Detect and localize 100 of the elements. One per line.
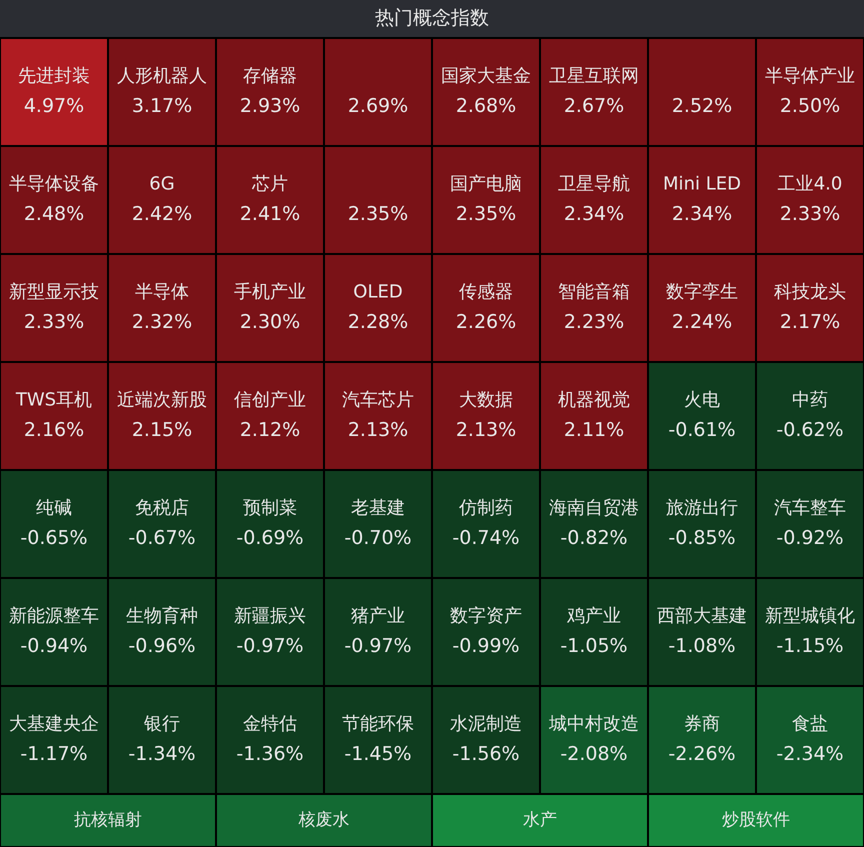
data-label: -0.97% <box>344 634 412 657</box>
data-label: -0.85% <box>668 526 736 549</box>
data-label: -1.36% <box>236 742 304 765</box>
category-label: 6G <box>149 174 175 195</box>
category-label: 节能环保 <box>342 714 414 735</box>
data-label: -0.65% <box>20 526 88 549</box>
data-label: 2.93% <box>240 94 300 117</box>
data-label: 2.34% <box>564 202 624 225</box>
category-label: 炒股软件 <box>722 810 790 830</box>
data-label: 2.68% <box>456 94 516 117</box>
category-label: 仿制药 <box>458 498 513 519</box>
data-label: -1.56% <box>452 742 520 765</box>
data-label: -1.17% <box>20 742 88 765</box>
data-label: 2.23% <box>564 310 624 333</box>
category-label: 近端次新股 <box>117 390 207 411</box>
category-label: 汽车芯片 <box>342 390 414 411</box>
data-label: -0.92% <box>776 526 844 549</box>
data-label: 2.35% <box>456 202 516 225</box>
data-label: 2.28% <box>348 310 408 333</box>
category-label: 生物育种 <box>126 606 198 627</box>
data-label: 2.11% <box>564 418 624 441</box>
category-label: 城中村改造 <box>548 714 639 735</box>
data-label: 2.32% <box>132 310 192 333</box>
category-label: 数字资产 <box>450 606 522 627</box>
category-label: 人形机器人 <box>117 66 207 87</box>
category-label: 火电 <box>684 390 720 411</box>
category-label: 中药 <box>792 390 828 411</box>
category-label: 数字孪生 <box>666 282 738 303</box>
category-label: 工业4.0 <box>778 174 842 195</box>
data-label: -0.62% <box>776 418 844 441</box>
data-label: -0.97% <box>236 634 304 657</box>
category-label: 大数据 <box>459 390 513 411</box>
data-label: 2.16% <box>24 418 84 441</box>
category-label: 券商 <box>684 714 720 735</box>
category-label: 预制菜 <box>243 498 297 519</box>
data-label: 2.12% <box>240 418 300 441</box>
category-label: 水泥制造 <box>450 714 522 735</box>
data-label: -0.67% <box>128 526 196 549</box>
category-label: 半导体设备 <box>9 174 99 195</box>
category-label: 芯片 <box>251 174 288 195</box>
category-label: 信创产业 <box>234 390 306 411</box>
data-label: -0.82% <box>560 526 628 549</box>
data-label: 2.50% <box>780 94 840 117</box>
data-label: 2.13% <box>456 418 516 441</box>
category-label: 卫星导航 <box>558 174 630 195</box>
category-label: OLED <box>353 282 403 303</box>
data-label: -1.05% <box>560 634 628 657</box>
data-label: 4.97% <box>24 94 84 117</box>
category-label: 新疆振兴 <box>234 606 306 627</box>
category-label: 新型显示技 <box>9 282 99 303</box>
data-label: 3.17% <box>132 94 192 117</box>
data-label: -1.08% <box>668 634 736 657</box>
category-label: 传感器 <box>459 282 513 303</box>
data-label: 2.48% <box>24 202 84 225</box>
data-label: 2.34% <box>672 202 732 225</box>
category-label: 抗核辐射 <box>74 810 142 830</box>
category-label: 大基建央企 <box>9 714 99 735</box>
category-label: Mini LED <box>663 174 741 195</box>
category-label: 免税店 <box>135 498 189 519</box>
data-label: 2.67% <box>564 94 624 117</box>
category-label: 半导体产业 <box>765 66 855 87</box>
text: 热门概念指数 <box>375 6 489 29</box>
category-label: 卫星互联网 <box>549 66 639 87</box>
data-label: 2.42% <box>132 202 192 225</box>
category-label: 金特估 <box>243 714 297 735</box>
category-label: 智能音箱 <box>558 282 630 303</box>
category-label: 西部大基建 <box>657 606 747 627</box>
data-label: -0.69% <box>236 526 304 549</box>
category-label: 机器视觉 <box>558 390 630 411</box>
category-label: TWS耳机 <box>14 390 92 411</box>
data-label: -1.34% <box>128 742 196 765</box>
data-label: 2.69% <box>348 94 408 117</box>
data-label: 2.33% <box>780 202 840 225</box>
data-label: -1.15% <box>776 634 844 657</box>
category-label: 海南自贸港 <box>549 498 639 519</box>
category-label: 老基建 <box>351 498 405 519</box>
category-label: 新型城镇化 <box>765 606 855 627</box>
data-label: -2.34% <box>776 742 844 765</box>
data-label: -0.61% <box>668 418 736 441</box>
data-label: -1.45% <box>344 742 412 765</box>
data-label: 2.52% <box>672 94 732 117</box>
data-label: 2.30% <box>240 310 300 333</box>
category-label: 猪产业 <box>351 606 405 627</box>
category-label: 银行 <box>143 714 180 735</box>
data-label: -2.08% <box>560 742 628 765</box>
category-label: 核废水 <box>298 810 350 830</box>
data-label: -0.99% <box>452 634 520 657</box>
category-label: 国产电脑 <box>450 174 522 195</box>
category-label: 国家大基金 <box>441 66 531 87</box>
category-label: 先进封装 <box>18 66 90 87</box>
data-label: 2.24% <box>672 310 732 333</box>
category-label: 科技龙头 <box>774 282 846 303</box>
data-label: 2.13% <box>348 418 408 441</box>
data-label: -0.70% <box>344 526 412 549</box>
data-label: 2.15% <box>132 418 192 441</box>
data-label: -0.96% <box>128 634 196 657</box>
data-label: 2.35% <box>348 202 408 225</box>
category-label: 新能源整车 <box>9 606 99 627</box>
category-label: 汽车整车 <box>774 498 846 519</box>
category-label: 鸡产业 <box>566 606 621 627</box>
